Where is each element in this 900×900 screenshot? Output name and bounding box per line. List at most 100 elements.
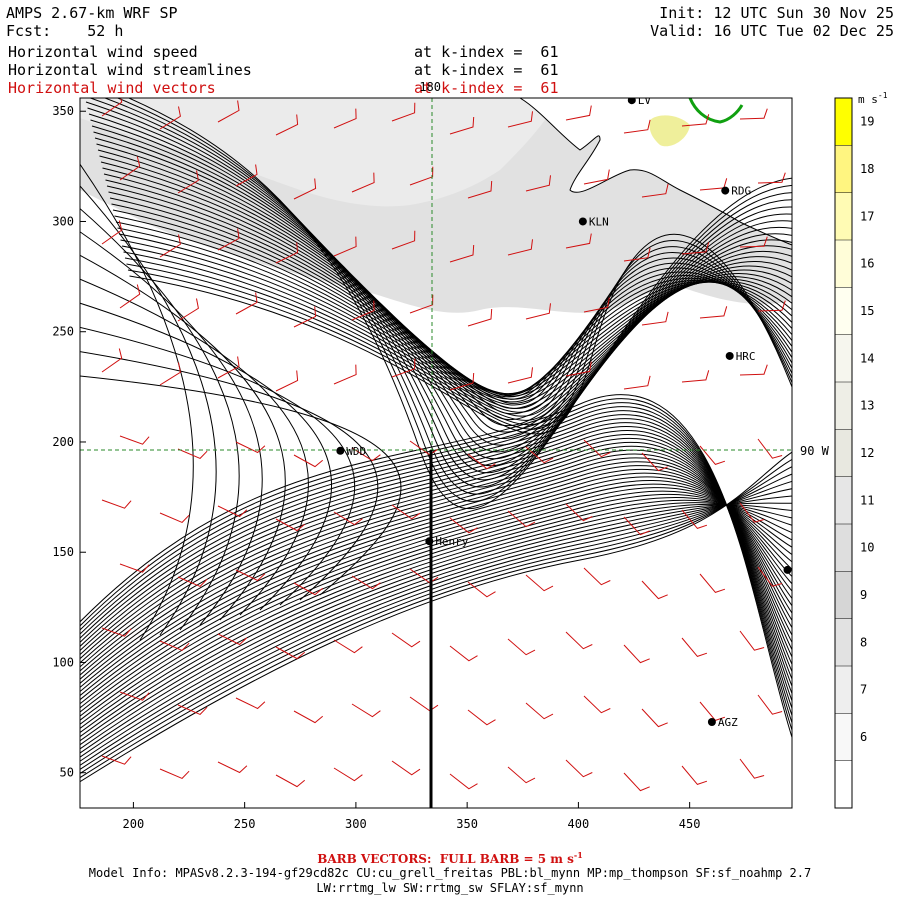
station-marker bbox=[721, 186, 730, 195]
wind-barb bbox=[409, 294, 434, 314]
streamline bbox=[80, 410, 792, 710]
wind-barb bbox=[449, 517, 478, 534]
streamline bbox=[80, 278, 309, 616]
streamline bbox=[80, 254, 286, 621]
y-tick-label: 250 bbox=[52, 325, 74, 339]
colorbar-frame bbox=[834, 97, 853, 809]
colorbar-swatch bbox=[835, 760, 852, 808]
colorbar-label: 16 bbox=[860, 257, 874, 271]
station-marker bbox=[725, 351, 734, 360]
streamline bbox=[80, 414, 792, 703]
streamline bbox=[80, 487, 792, 721]
wind-barb bbox=[739, 236, 768, 248]
map-area: RDG KLN HRC WDD Henry AGZ LV bbox=[80, 98, 792, 808]
station-label: WDD bbox=[346, 445, 366, 458]
init-time: Init: 12 UTC Sun 30 Nov 25 bbox=[659, 4, 894, 22]
colorbar-label: 13 bbox=[860, 399, 874, 413]
colorbar-swatch bbox=[835, 524, 852, 572]
streamline bbox=[80, 504, 792, 750]
streamline bbox=[80, 457, 792, 689]
colorbar-label: 18 bbox=[860, 162, 874, 176]
wind-barb bbox=[159, 106, 181, 130]
wind-barb bbox=[391, 632, 421, 648]
x-tick-label: 250 bbox=[234, 817, 256, 831]
wind-barb bbox=[641, 708, 668, 728]
wind-barb bbox=[623, 516, 650, 536]
streamlines bbox=[80, 98, 792, 783]
colorbar-swatch bbox=[835, 666, 852, 714]
wind-barb bbox=[623, 247, 651, 262]
wind-barb bbox=[641, 580, 668, 600]
wind-barb bbox=[101, 499, 132, 509]
map-frame bbox=[79, 97, 793, 809]
wind-barb bbox=[699, 445, 726, 465]
wind-barb bbox=[583, 567, 611, 586]
streamline bbox=[88, 98, 792, 488]
wind-barb bbox=[391, 760, 421, 776]
wind-barb bbox=[565, 631, 593, 650]
wind-barb bbox=[159, 512, 190, 523]
wind-barb bbox=[507, 239, 533, 256]
wind-barb bbox=[333, 511, 363, 526]
wind-barb bbox=[583, 169, 610, 185]
wind-barb bbox=[351, 447, 381, 462]
wind-barb bbox=[507, 367, 533, 384]
streamline bbox=[124, 252, 792, 421]
wind-barb bbox=[217, 356, 240, 379]
streamline bbox=[97, 149, 792, 427]
streamline bbox=[80, 398, 792, 732]
station-label: HRC bbox=[736, 350, 756, 363]
wind-barb bbox=[351, 575, 381, 590]
wind-barb bbox=[467, 581, 496, 598]
wind-barb bbox=[565, 759, 593, 778]
x-tick-label: 450 bbox=[679, 817, 701, 831]
wind-barb bbox=[159, 768, 190, 779]
wind-barb bbox=[467, 453, 496, 470]
colorbar-swatch bbox=[835, 98, 852, 146]
wind-barb bbox=[757, 172, 786, 184]
wind-barb bbox=[449, 773, 478, 790]
y-tick-label: 50 bbox=[60, 766, 74, 780]
streamline bbox=[118, 233, 792, 406]
wind-barb bbox=[275, 242, 299, 264]
wind-barb bbox=[681, 637, 708, 657]
colorbar-swatch bbox=[835, 334, 852, 382]
wind-barb bbox=[681, 114, 710, 127]
wind-barb bbox=[275, 646, 306, 660]
wind-barb bbox=[583, 439, 611, 458]
wind-barb bbox=[391, 230, 416, 250]
streamline bbox=[80, 502, 792, 742]
streamline bbox=[100, 161, 792, 415]
wind-barb bbox=[159, 234, 181, 258]
forecast-label: Fcst: 52 h bbox=[6, 22, 123, 40]
wind-barb bbox=[525, 175, 551, 192]
wind-max-patch bbox=[649, 115, 690, 147]
wind-barb bbox=[507, 638, 536, 656]
wind-barb bbox=[333, 364, 357, 385]
y-tick-label: 350 bbox=[52, 104, 74, 118]
wind-barb bbox=[641, 452, 668, 472]
streamline bbox=[80, 503, 792, 746]
wind-barb bbox=[739, 758, 765, 779]
streamline bbox=[80, 490, 792, 726]
wind-barb bbox=[449, 372, 475, 391]
x-tick-label: 300 bbox=[345, 817, 367, 831]
wind-barb bbox=[235, 164, 258, 187]
wind-barb bbox=[159, 362, 181, 386]
terrain-light bbox=[80, 98, 560, 207]
streamline bbox=[111, 203, 792, 395]
stations: RDG KLN HRC WDD Henry AGZ LV bbox=[336, 98, 792, 729]
colorbar-label: 12 bbox=[860, 446, 874, 460]
station-marker bbox=[425, 537, 434, 546]
wind-barb bbox=[757, 694, 783, 715]
wind-barb bbox=[757, 438, 783, 459]
wind-barb bbox=[699, 573, 726, 593]
streamline bbox=[127, 240, 792, 430]
wind-barb bbox=[293, 710, 324, 724]
wind-barb bbox=[333, 108, 357, 129]
field-level-speed: at k-index = 61 bbox=[414, 43, 559, 61]
streamline bbox=[80, 426, 792, 681]
streamline bbox=[123, 251, 792, 417]
model-info: Model Info: MPASv8.2.3-194-gf29cd82c CU:… bbox=[88, 866, 812, 880]
streamline bbox=[80, 499, 792, 738]
